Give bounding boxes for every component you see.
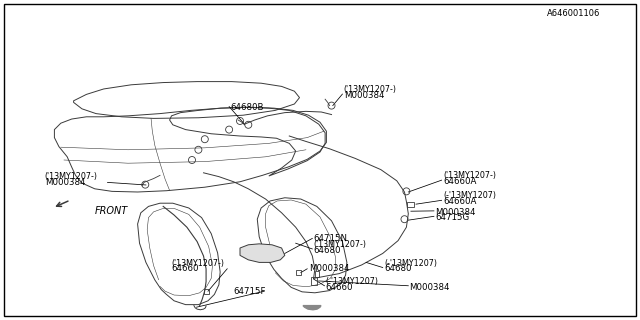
Text: ('13MY1207-): ('13MY1207-): [45, 172, 98, 181]
Text: 64660A: 64660A: [443, 197, 476, 206]
Text: M000384: M000384: [435, 208, 476, 217]
Text: 64680: 64680: [314, 246, 341, 255]
Text: M000384: M000384: [410, 283, 450, 292]
Text: ('13MY1207-): ('13MY1207-): [314, 240, 367, 249]
Text: 64715N: 64715N: [314, 234, 348, 243]
Polygon shape: [303, 306, 321, 310]
Bar: [408, 202, 414, 207]
Text: 64660: 64660: [172, 264, 199, 273]
Bar: [296, 269, 301, 275]
Polygon shape: [240, 244, 285, 262]
Text: FRONT: FRONT: [95, 206, 128, 216]
Text: ('13MY1207-): ('13MY1207-): [344, 85, 397, 94]
Text: M000384: M000384: [309, 264, 349, 273]
Bar: [204, 289, 209, 294]
Text: M000384: M000384: [344, 91, 384, 100]
Text: (-'13MY1207): (-'13MY1207): [325, 277, 378, 286]
Text: 64660: 64660: [325, 283, 353, 292]
Text: 64680B: 64680B: [230, 103, 264, 112]
Bar: [315, 271, 319, 277]
Text: A646001106: A646001106: [547, 9, 600, 18]
Text: (-'13MY1207): (-'13MY1207): [384, 259, 437, 268]
Text: ('13MY1207-): ('13MY1207-): [172, 259, 225, 268]
Text: (-'13MY1207): (-'13MY1207): [443, 191, 496, 200]
Text: M000384: M000384: [45, 178, 85, 187]
Text: 64715G: 64715G: [435, 213, 470, 222]
Bar: [310, 277, 317, 285]
Text: 64660A: 64660A: [443, 177, 476, 186]
Text: 64715F: 64715F: [233, 287, 266, 296]
Text: 64680: 64680: [384, 264, 412, 273]
Text: ('13MY1207-): ('13MY1207-): [443, 171, 496, 180]
